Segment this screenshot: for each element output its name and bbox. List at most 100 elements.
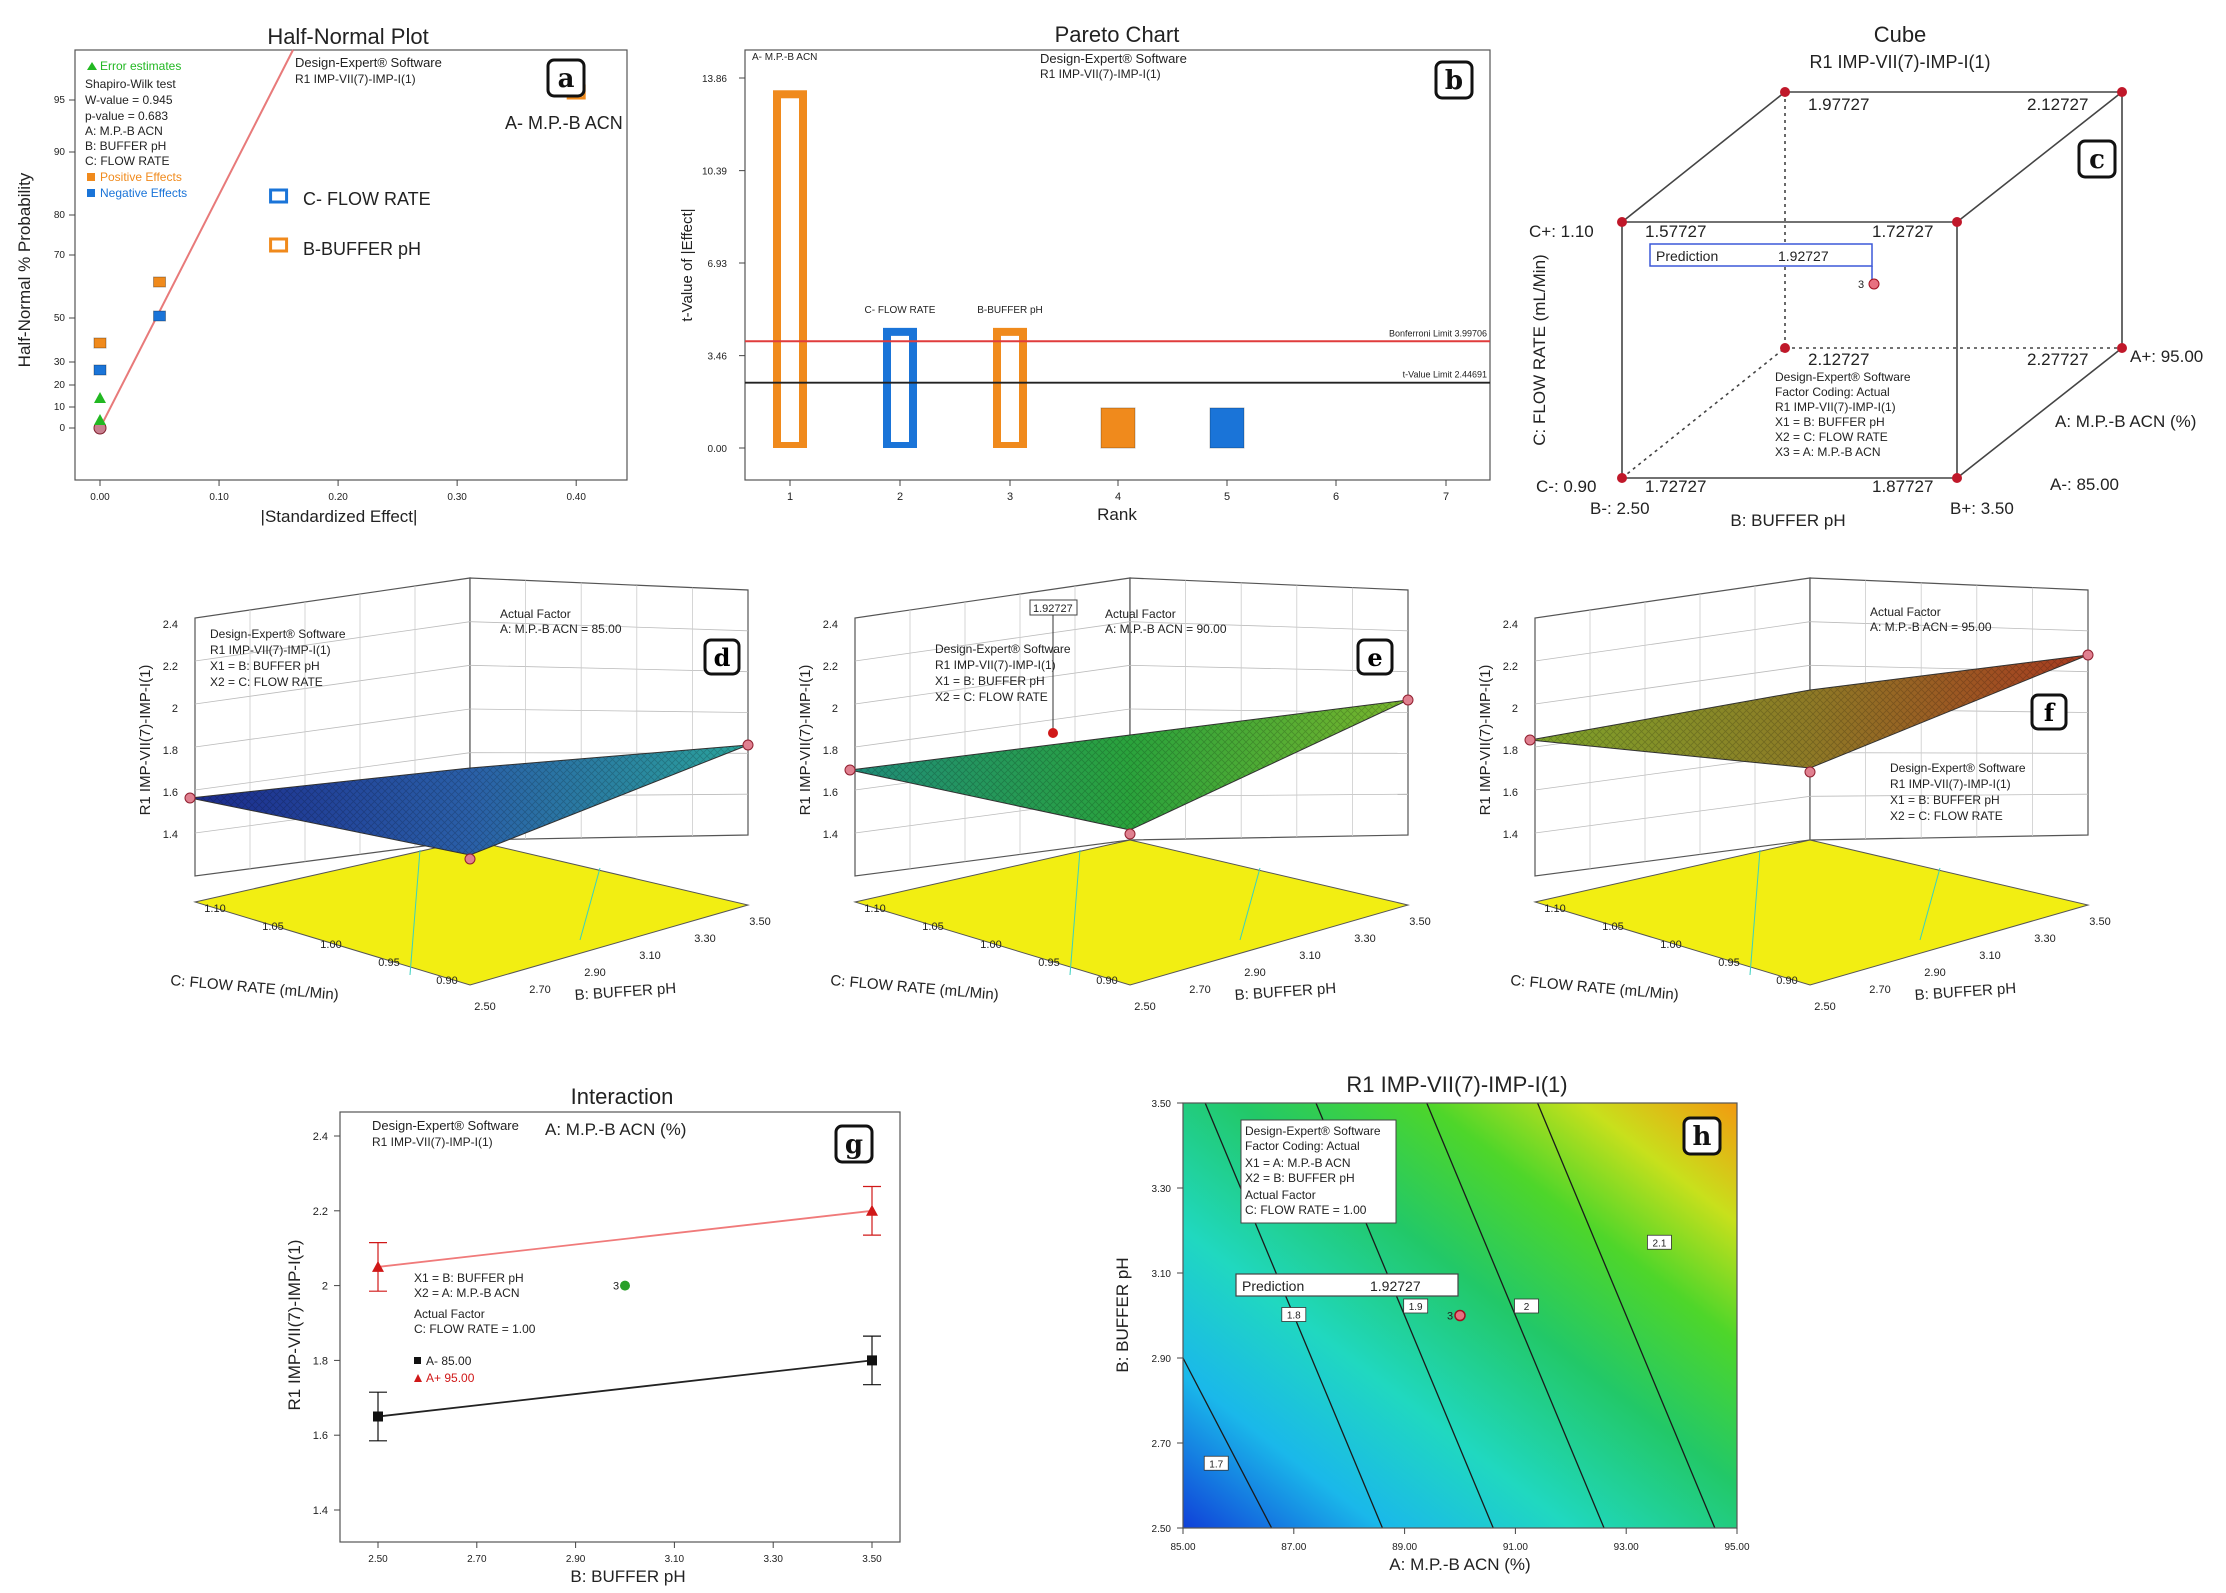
h-ytick-label: 2.50 — [1152, 1524, 1172, 1535]
floor-contour — [1069, 849, 1081, 976]
a-ytick-label: 0 — [59, 423, 65, 434]
surface-info: X1 = B: BUFFER pH — [935, 674, 1045, 688]
panel-b-pareto: Pareto Chart 1 2 3 4 5 6 7 0.00 3.46 6.93 10.39 13.… — [679, 22, 1491, 524]
ph-axis-label: B: BUFFER pH — [1234, 980, 1337, 1004]
wall-grid — [194, 664, 471, 705]
contour-level-label: 2 — [1524, 1302, 1530, 1313]
contour-label-box — [1403, 1298, 1429, 1314]
a-point-negative — [93, 364, 107, 376]
floor-contour — [579, 867, 601, 941]
legend-fc: C: FLOW RATE — [85, 154, 169, 168]
flow-tick-label: 1.00 — [320, 939, 341, 951]
surface-info: X2 = C: FLOW RATE — [210, 675, 323, 689]
panel-c-subtitle: R1 IMP-VII(7)-IMP-I(1) — [1809, 52, 1990, 72]
z-tick-label: 1.8 — [1503, 745, 1518, 757]
z-tick-label: 2.2 — [163, 661, 178, 673]
flow-tick-label: 1.10 — [1544, 903, 1565, 915]
g-xtick-label: 3.50 — [862, 1554, 882, 1565]
h-info-4: X2 = B: BUFFER pH — [1245, 1171, 1355, 1185]
interaction-point-plus — [866, 1204, 878, 1216]
cube-corner-values: 1.97727 2.12727 1.57727 1.72727 2.12727 … — [1645, 95, 2088, 496]
panel-a-xlabel: |Standardized Effect| — [261, 507, 418, 526]
g-ytick-label: 2 — [322, 1281, 328, 1293]
panel-e-surface: 1.4 1.6 1.8 2 2.2 2.4 1.10 1.05 1.00 0.95 0.90 2.50… — [797, 577, 1431, 1013]
wall-grid — [469, 708, 749, 713]
z-tick-label: 1.4 — [1503, 829, 1518, 841]
z-tick-label: 1.4 — [163, 829, 178, 841]
a-xtick-label: 0.10 — [209, 492, 229, 503]
panel-f-badge — [2030, 693, 2068, 731]
z-tick-label: 2.2 — [823, 661, 838, 673]
panel-e-badge — [1356, 638, 1394, 676]
contour-label-box — [1203, 1455, 1229, 1471]
cube-info-3: R1 IMP-VII(7)-IMP-I(1) — [1775, 400, 1896, 414]
cube-zlabel: A: M.P.-B ACN (%) — [2055, 412, 2196, 431]
cube-cplus: C+: 1.10 — [1529, 222, 1594, 241]
legend-w: W-value = 0.945 — [85, 93, 173, 107]
h-xtick-label: 89.00 — [1392, 1542, 1417, 1553]
ph-tick-label: 2.70 — [529, 984, 550, 996]
panel-c-cube: Cube R1 IMP-VII(7)-IMP-I(1) 1.97727 2.12… — [1529, 22, 2203, 530]
actual-factor-label: Actual Factor — [1870, 605, 1941, 619]
wall-grid — [1534, 795, 1811, 834]
response-surface-mesh — [190, 745, 748, 855]
negative-marker-icon — [87, 189, 95, 197]
surface-corner-point — [1524, 734, 1536, 746]
contour-level-label: 1.7 — [1209, 1459, 1223, 1470]
cube-info-6: X3 = A: M.P.-B ACN — [1775, 445, 1881, 459]
wall-grid — [854, 664, 1131, 705]
b-xtick-label: 3 — [1007, 491, 1013, 503]
z-tick-label: 2 — [832, 703, 838, 715]
cube-axis-labels: C+: 1.10 C-: 0.90 B-: 2.50 B+: 3.50 A+: … — [1529, 222, 2203, 530]
surface-info: X2 = C: FLOW RATE — [1890, 809, 2003, 823]
wall-grid — [1809, 793, 2089, 797]
contour-level-label: 1.8 — [1287, 1311, 1301, 1322]
positive-marker-icon — [87, 173, 95, 181]
wall-grid — [194, 708, 471, 748]
b-xtick-label: 6 — [1333, 491, 1339, 503]
a-ytick-label: 95 — [54, 95, 66, 106]
cube-info-4: X1 = B: BUFFER pH — [1775, 415, 1885, 429]
panel-a-ticks: 0.00 0.10 0.20 0.30 0.40 0 10 20 30 50 70 80 90 95 — [54, 95, 586, 503]
surface-corner-point — [1804, 766, 1816, 778]
h-info-5: Actual Factor — [1245, 1188, 1316, 1202]
bonferroni-label: Bonferroni Limit 3.99706 — [1389, 328, 1487, 338]
g-xtick-label: 3.10 — [665, 1554, 685, 1565]
contour-line — [1536, 1102, 1716, 1529]
cube-prediction-label: Prediction — [1656, 248, 1718, 264]
contour-label-box — [1281, 1307, 1307, 1322]
flow-tick-label: 0.95 — [1038, 957, 1059, 969]
pareto-bar-label: B-BUFFER pH — [977, 305, 1043, 316]
b-xtick-label: 1 — [787, 491, 793, 503]
contour-level-label: 2.1 — [1652, 1238, 1666, 1249]
ph-tick-label: 2.90 — [1924, 967, 1945, 979]
panel-a-response: R1 IMP-VII(7)-IMP-I(1) — [295, 72, 416, 86]
surface-corner-point — [2082, 649, 2094, 661]
panel-g-xlabel: B: BUFFER pH — [570, 1567, 685, 1586]
g-info-x1: X1 = B: BUFFER pH — [414, 1271, 524, 1285]
h-prediction-label: Prediction — [1242, 1278, 1304, 1294]
flow-tick-label: 1.05 — [1602, 921, 1623, 933]
legend-minus-marker-icon — [414, 1357, 421, 1364]
z-tick-label: 1.8 — [823, 745, 838, 757]
pareto-bar-inner — [891, 335, 909, 442]
ph-tick-label: 2.90 — [584, 967, 605, 979]
contour-center-count: 3 — [1447, 1311, 1453, 1323]
flow-axis-label: C: FLOW RATE (mL/Min) — [1510, 972, 1680, 1004]
z-tick-label: 1.4 — [823, 829, 838, 841]
ph-tick-label: 2.90 — [1244, 967, 1265, 979]
g-ytick-label: 2.4 — [313, 1131, 328, 1143]
b-ytick-label: 0.00 — [708, 444, 728, 455]
a-ytick-label: 80 — [54, 210, 66, 221]
h-xtick-label: 85.00 — [1170, 1542, 1195, 1553]
b-xtick-label: 7 — [1443, 491, 1449, 503]
a-ytick-label: 70 — [54, 250, 66, 261]
panel-h-frame — [1182, 1102, 1738, 1529]
surface-info: X2 = C: FLOW RATE — [935, 690, 1048, 704]
cube-bminus: B-: 2.50 — [1590, 499, 1650, 518]
a-point-positive — [269, 237, 289, 253]
wall-grid — [1809, 621, 2089, 632]
pareto-bar — [1100, 407, 1136, 449]
panel-g-factor: A: M.P.-B ACN (%) — [545, 1120, 686, 1139]
panel-a-legend: Error estimates Shapiro-Wilk test W-valu… — [85, 59, 187, 200]
